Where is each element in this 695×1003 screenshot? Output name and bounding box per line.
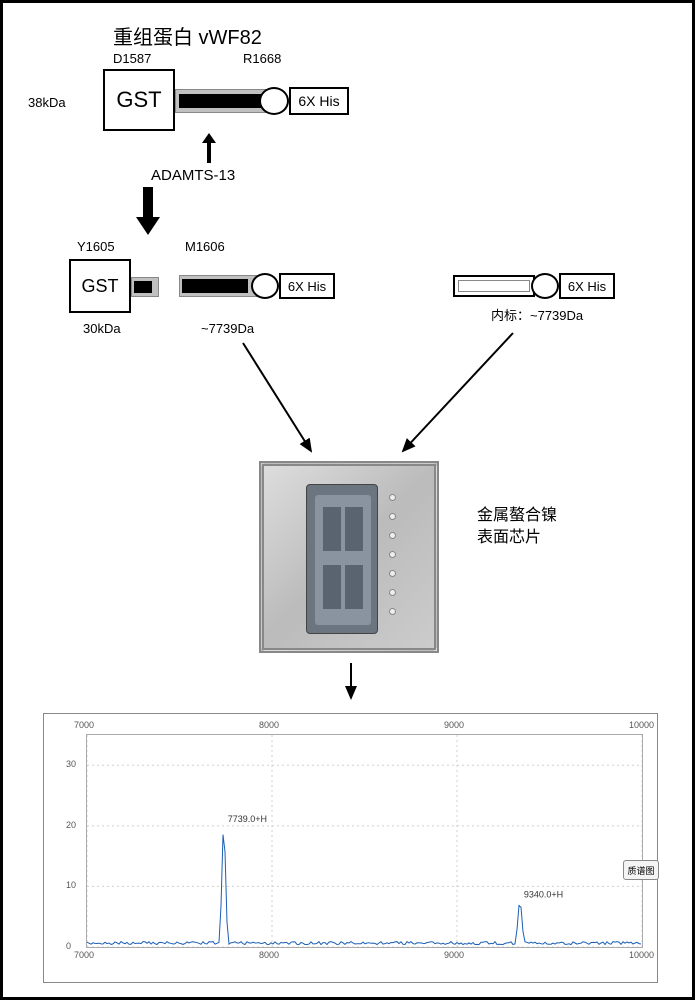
x-tick-top: 8000 <box>259 720 279 730</box>
mass-spectrum: 7739.0+H 9340.0+H 质谱图 7000 7000 8000 8000 900… <box>43 713 658 983</box>
spectrum-button[interactable]: 质谱图 <box>623 860 659 880</box>
svg-text:9340.0+H: 9340.0+H <box>524 890 563 900</box>
x-tick-top: 9000 <box>444 720 464 730</box>
size-30kda: 30kDa <box>83 321 121 336</box>
residue-d1587: D1587 <box>113 51 151 66</box>
adamts-arrow <box>199 133 219 170</box>
y-tick: 20 <box>66 820 76 830</box>
his-box-cleaved: 6X His <box>279 273 335 299</box>
x-tick-top: 7000 <box>74 720 94 730</box>
his-box-top: 6X His <box>289 87 349 115</box>
linker-oval-top <box>259 87 289 115</box>
y-tick: 10 <box>66 880 76 890</box>
x-tick: 8000 <box>259 950 279 960</box>
cleaved-frag-bar <box>182 279 248 293</box>
x-tick: 10000 <box>629 950 654 960</box>
x-tick: 7000 <box>74 950 94 960</box>
chip-photo <box>259 461 439 653</box>
residue-m1606: M1606 <box>185 239 225 254</box>
diagram-title: 重组蛋白 vWF82 <box>113 21 262 50</box>
size-7739-cleaved: ~7739Da <box>201 321 254 336</box>
residue-r1668: R1668 <box>243 51 281 66</box>
linker-oval-cleaved <box>251 273 279 299</box>
his-box-std: 6X His <box>559 273 615 299</box>
gst-box-cleaved: GST <box>69 259 131 313</box>
svg-text:7739.0+H: 7739.0+H <box>228 814 267 824</box>
standard-bar <box>453 275 535 297</box>
gst-box-top: GST <box>103 69 175 131</box>
y-tick: 0 <box>66 941 71 951</box>
y-tick: 30 <box>66 759 76 769</box>
vwf-bar-top <box>179 94 263 108</box>
residue-y1605: Y1605 <box>77 239 115 254</box>
x-tick-top: 10000 <box>629 720 654 730</box>
linker-oval-std <box>531 273 559 299</box>
size-38kda: 38kDa <box>28 95 66 110</box>
gst-frag-bar <box>134 281 152 293</box>
chip-label-1: 金属螯合镍 <box>477 501 557 525</box>
chip-label-2: 表面芯片 <box>477 523 541 547</box>
standard-label: 内标：~7739Da <box>491 305 583 324</box>
enzyme-label: ADAMTS-13 <box>151 167 235 184</box>
x-tick: 9000 <box>444 950 464 960</box>
cleavage-arrow <box>133 187 163 242</box>
